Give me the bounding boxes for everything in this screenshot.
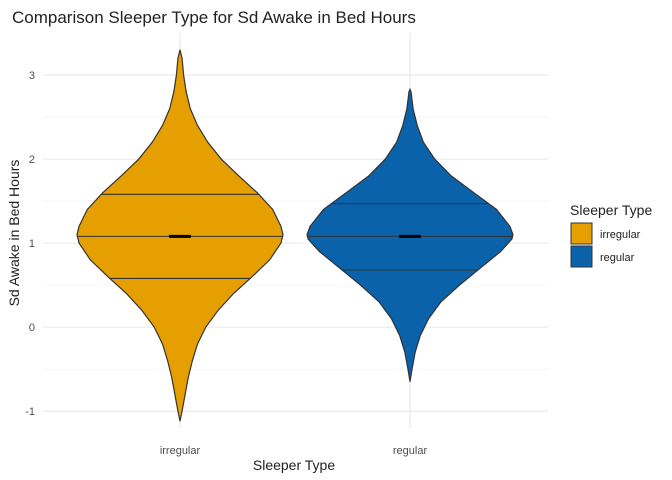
x-tick-label-regular: regular: [393, 445, 428, 457]
legend-label-regular: regular: [600, 252, 635, 264]
y-tick-label: 3: [29, 70, 35, 82]
y-axis-title: Sd Awake in Bed Hours: [6, 160, 22, 307]
violins: [76, 49, 514, 422]
legend-swatch-regular: [570, 245, 593, 268]
y-tick-label: 0: [29, 322, 35, 334]
x-axis-title: Sleeper Type: [253, 457, 335, 473]
y-tick-label: 2: [29, 154, 35, 166]
legend: Sleeper Type irregular regular: [570, 202, 652, 268]
x-tick-label-irregular: irregular: [160, 445, 201, 457]
legend-title: Sleeper Type: [570, 202, 652, 218]
legend-swatch-irregular: [570, 222, 593, 245]
y-axis-ticks: -1 0 1 2 3: [25, 70, 35, 418]
x-axis-ticks: irregular regular: [160, 445, 428, 457]
legend-label-irregular: irregular: [600, 229, 641, 241]
y-tick-label: -1: [25, 406, 35, 418]
y-tick-label: 1: [29, 238, 35, 250]
chart-title: Comparison Sleeper Type for Sd Awake in …: [12, 8, 416, 27]
